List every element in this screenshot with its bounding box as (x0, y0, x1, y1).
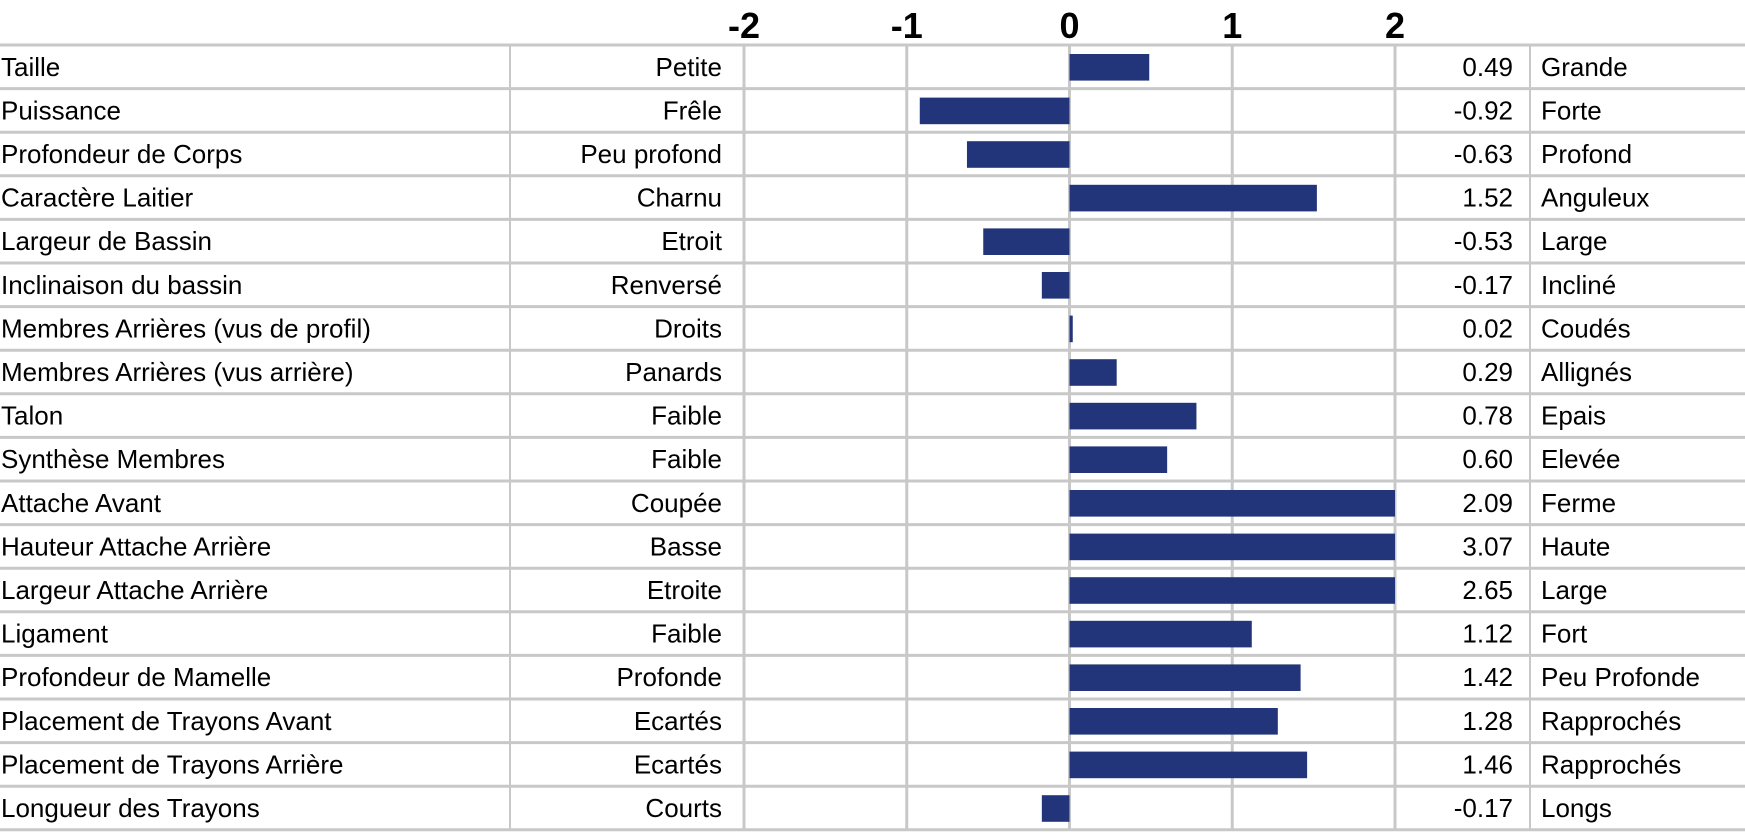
low-extreme-label: Coupée (631, 488, 722, 518)
value-label: 2.65 (1462, 575, 1513, 605)
high-extreme-label: Epais (1541, 401, 1606, 431)
x-tick-label: 1 (1222, 5, 1242, 46)
value-label: 1.12 (1462, 619, 1513, 649)
low-extreme-label: Charnu (637, 183, 722, 213)
bar (1069, 446, 1168, 473)
low-extreme-label: Etroite (647, 575, 722, 605)
bar (1069, 751, 1308, 779)
trait-label: Puissance (1, 95, 121, 125)
low-extreme-label: Frêle (663, 95, 722, 125)
trait-label: Placement de Trayons Avant (1, 706, 332, 736)
trait-label: Caractère Laitier (1, 183, 194, 213)
grid-lines (0, 43, 1745, 832)
trait-label: Largeur Attache Arrière (1, 575, 268, 605)
low-extreme-label: Faible (651, 401, 722, 431)
x-tick-label: 0 (1059, 5, 1079, 46)
high-extreme-label: Coudés (1541, 313, 1631, 343)
trait-label: Inclinaison du bassin (1, 270, 242, 300)
low-extreme-label: Profonde (616, 662, 722, 692)
trait-label: Profondeur de Corps (1, 139, 242, 169)
value-label: 1.42 (1462, 662, 1513, 692)
bar (1069, 664, 1301, 691)
bar (1069, 359, 1117, 386)
bar (1069, 533, 1395, 561)
low-extreme-label: Faible (651, 619, 722, 649)
high-extreme-label: Ferme (1541, 488, 1616, 518)
low-extreme-label: Renversé (611, 270, 722, 300)
value-label: 0.60 (1462, 444, 1513, 474)
bar (966, 141, 1070, 168)
low-extreme-label: Courts (645, 793, 722, 823)
high-extreme-label: Elevée (1541, 444, 1621, 474)
x-tick-label: -2 (728, 5, 760, 46)
high-extreme-label: Fort (1541, 619, 1588, 649)
value-label: 1.28 (1462, 706, 1513, 736)
high-extreme-label: Large (1541, 575, 1608, 605)
bar (1069, 315, 1073, 343)
trait-label: Talon (1, 401, 63, 431)
bar (1069, 490, 1395, 517)
value-label: 3.07 (1462, 531, 1513, 561)
value-label: -0.92 (1454, 95, 1513, 125)
bar (1069, 620, 1252, 648)
x-tick-label: -1 (891, 5, 923, 46)
trait-label: Taille (1, 52, 60, 82)
value-label: 2.09 (1462, 488, 1513, 518)
trait-label: Synthèse Membres (1, 444, 225, 474)
trait-label: Profondeur de Mamelle (1, 662, 271, 692)
low-extreme-label: Ecartés (634, 749, 722, 779)
bar (1069, 708, 1278, 735)
high-extreme-label: Rapprochés (1541, 749, 1681, 779)
trait-label: Hauteur Attache Arrière (1, 531, 271, 561)
high-extreme-label: Incliné (1541, 270, 1616, 300)
bar (983, 228, 1070, 255)
bar (1069, 184, 1317, 212)
high-extreme-label: Forte (1541, 95, 1602, 125)
high-extreme-label: Allignés (1541, 357, 1632, 387)
value-label: 0.78 (1462, 401, 1513, 431)
high-extreme-label: Grande (1541, 52, 1628, 82)
bar (1069, 54, 1150, 81)
bar (919, 97, 1070, 125)
low-extreme-label: Basse (650, 531, 722, 561)
trait-label: Membres Arrières (vus de profil) (1, 313, 371, 343)
trait-label: Placement de Trayons Arrière (1, 749, 344, 779)
value-label: -0.53 (1454, 226, 1513, 256)
high-extreme-label: Haute (1541, 531, 1610, 561)
high-extreme-label: Rapprochés (1541, 706, 1681, 736)
low-extreme-label: Peu profond (580, 139, 722, 169)
high-extreme-label: Anguleux (1541, 183, 1649, 213)
value-label: 1.52 (1462, 183, 1513, 213)
trait-label: Longueur des Trayons (1, 793, 260, 823)
bar (1069, 402, 1197, 430)
high-extreme-label: Longs (1541, 793, 1612, 823)
low-extreme-label: Panards (625, 357, 722, 387)
labels: -2 -1 0 1 2 Taille Petite 0.49 Grande Puissance Fr… (1, 5, 1700, 823)
value-label: 1.46 (1462, 749, 1513, 779)
low-extreme-label: Ecartés (634, 706, 722, 736)
low-extreme-label: Faible (651, 444, 722, 474)
high-extreme-label: Large (1541, 226, 1608, 256)
trait-label: Attache Avant (1, 488, 162, 518)
trait-label: Largeur de Bassin (1, 226, 212, 256)
bars (919, 54, 1395, 822)
low-extreme-label: Etroit (661, 226, 722, 256)
value-label: 0.49 (1462, 52, 1513, 82)
value-label: -0.63 (1454, 139, 1513, 169)
value-label: 0.29 (1462, 357, 1513, 387)
high-extreme-label: Profond (1541, 139, 1632, 169)
low-extreme-label: Petite (656, 52, 723, 82)
trait-label: Membres Arrières (vus arrière) (1, 357, 354, 387)
bar (1041, 272, 1070, 299)
low-extreme-label: Droits (654, 313, 722, 343)
x-tick-label: 2 (1385, 5, 1405, 46)
trait-label: Ligament (1, 619, 109, 649)
high-extreme-label: Peu Profonde (1541, 662, 1700, 692)
value-label: -0.17 (1454, 270, 1513, 300)
bar (1069, 577, 1395, 604)
bar (1041, 795, 1070, 822)
value-label: 0.02 (1462, 313, 1513, 343)
value-label: -0.17 (1454, 793, 1513, 823)
